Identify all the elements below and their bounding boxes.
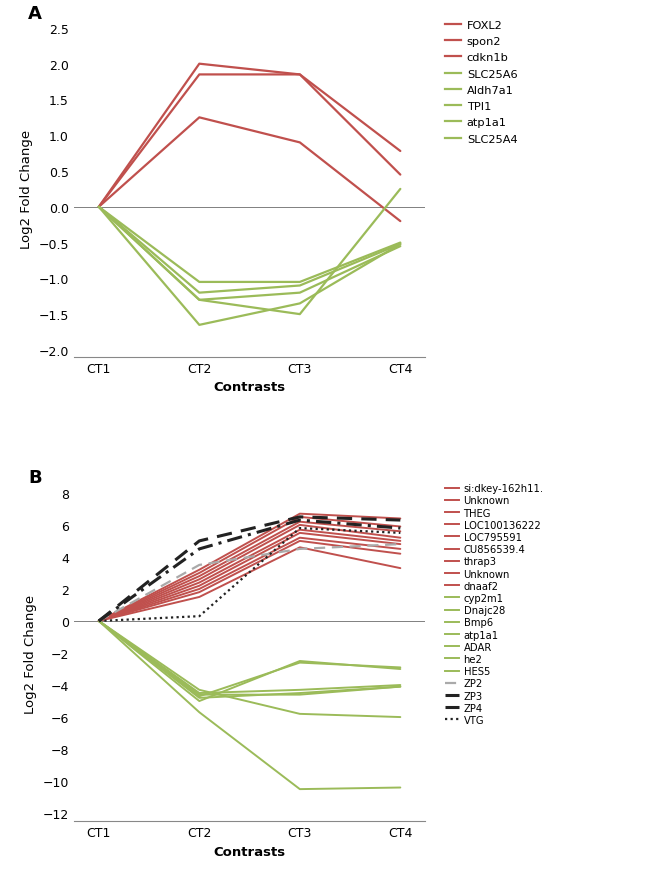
Text: A: A xyxy=(28,5,42,23)
X-axis label: Contrasts: Contrasts xyxy=(214,845,285,858)
Y-axis label: Log2 Fold Change: Log2 Fold Change xyxy=(24,594,37,713)
Legend: si:dkey-162h11., Unknown, THEG, LOC100136222, LOC795591, CU856539.4, thrap3, Unk: si:dkey-162h11., Unknown, THEG, LOC10013… xyxy=(444,483,543,725)
Text: B: B xyxy=(28,468,42,487)
Legend: FOXL2, spon2, cdkn1b, SLC25A6, Aldh7a1, TPI1, atp1a1, SLC25A4: FOXL2, spon2, cdkn1b, SLC25A6, Aldh7a1, … xyxy=(445,21,517,144)
X-axis label: Contrasts: Contrasts xyxy=(214,381,285,394)
Y-axis label: Log2 Fold Change: Log2 Fold Change xyxy=(20,130,33,249)
